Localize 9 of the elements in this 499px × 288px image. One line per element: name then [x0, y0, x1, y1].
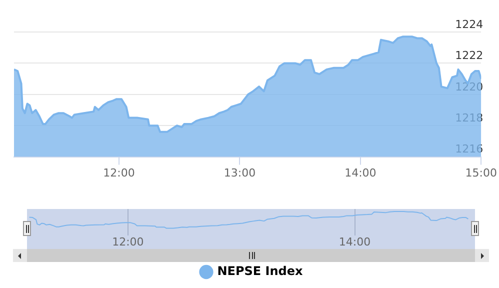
y-tick-label: 1222 — [455, 49, 484, 62]
x-tick-label: 14:00 — [344, 166, 376, 180]
x-tick-label: 13:00 — [224, 166, 256, 180]
x-tick-label: 15:00 — [465, 166, 497, 180]
x-tick-label: 12:00 — [103, 166, 135, 180]
x-tick-label: 12:00 — [112, 235, 144, 248]
x-tick-label: 14:00 — [338, 235, 371, 248]
legend-label: NEPSE Index — [217, 264, 304, 278]
y-tick-label: 1224 — [455, 18, 484, 31]
